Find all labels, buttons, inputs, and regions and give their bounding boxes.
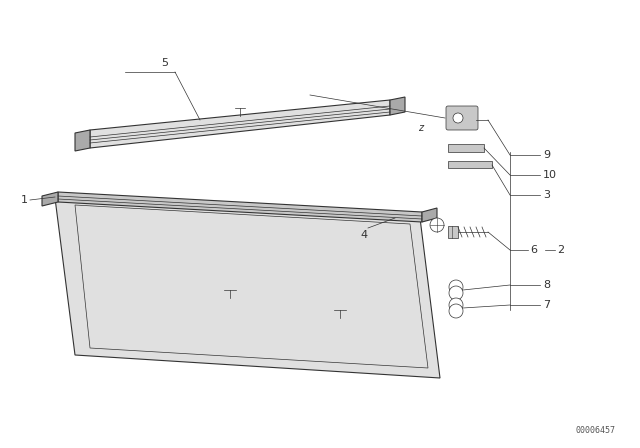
Polygon shape [75,130,90,151]
Polygon shape [422,208,437,222]
Circle shape [449,298,463,312]
Text: 1: 1 [21,195,28,205]
FancyBboxPatch shape [446,106,478,130]
Polygon shape [390,97,405,115]
Text: z: z [418,123,423,133]
Text: 2: 2 [557,245,564,255]
Text: 6: 6 [530,245,537,255]
Circle shape [449,304,463,318]
Polygon shape [58,192,422,222]
Text: 9: 9 [543,150,550,160]
Circle shape [449,280,463,294]
Bar [448,144,484,152]
Text: 3: 3 [543,190,550,200]
Circle shape [430,218,444,232]
Text: 10: 10 [543,170,557,180]
Circle shape [449,286,463,300]
Text: 8: 8 [543,280,550,290]
Circle shape [453,113,463,123]
Polygon shape [55,198,440,378]
Text: 00006457: 00006457 [575,426,615,435]
Text: 4: 4 [361,230,368,240]
Text: 5: 5 [161,58,168,68]
Text: 7: 7 [543,300,550,310]
Polygon shape [42,192,58,206]
Polygon shape [90,100,390,148]
Bar [448,161,492,168]
Bar [448,226,458,238]
